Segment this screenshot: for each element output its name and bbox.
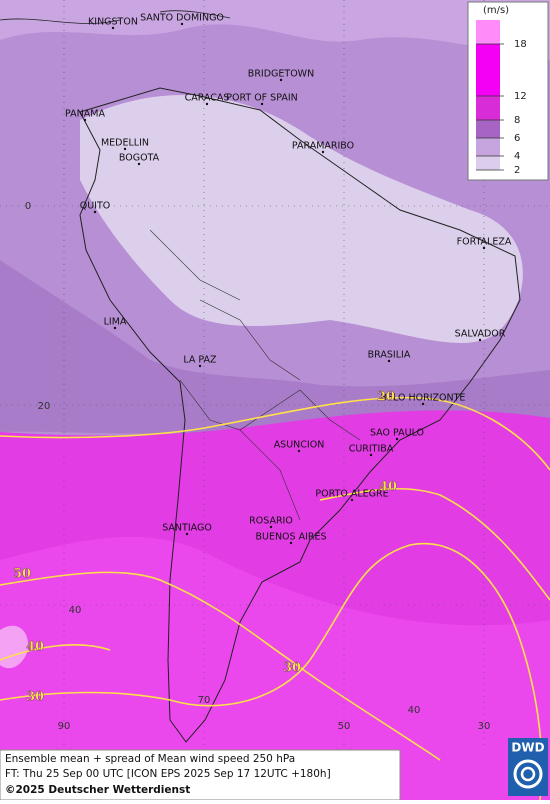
city-label: BOGOTA [119, 153, 160, 164]
field-band [0, 0, 550, 60]
islands [0, 10, 231, 24]
coastline [79, 87, 521, 743]
city-dot [279, 78, 283, 82]
legend-swatch [476, 138, 500, 156]
city-label: BELO HORIZONTE [381, 393, 466, 404]
field-band [0, 260, 550, 434]
city-dot [83, 118, 87, 122]
legend-unit: (m/s) [483, 5, 509, 16]
city-dot [395, 437, 399, 441]
contour-label: 20 [377, 390, 395, 405]
logo-swirl [513, 759, 543, 789]
legend-tick-label: 12 [514, 91, 527, 102]
city-label: BRASILIA [368, 350, 411, 361]
city-dot [350, 498, 354, 502]
legend-tick-label: 18 [514, 39, 527, 50]
city-dot [387, 359, 391, 363]
city-dot [321, 150, 325, 154]
city-label: LIMA [104, 317, 127, 328]
city-dot [260, 102, 264, 106]
legend-swatch [476, 96, 500, 120]
city-dot [185, 532, 189, 536]
city-dot [111, 26, 115, 30]
city-label: PORTO ALEGRE [315, 489, 388, 500]
city-label: SANTIAGO [162, 523, 212, 534]
city-dot [482, 246, 486, 250]
city-label: SAO PAULO [370, 428, 424, 439]
grid-label: 50 [338, 721, 351, 732]
field-high-speed [0, 536, 550, 800]
city-dot [297, 449, 301, 453]
grid-label: 70 [198, 695, 211, 706]
city-label: SANTO DOMINGO [140, 13, 224, 24]
city-dot [289, 541, 293, 545]
field-light-area [80, 95, 523, 343]
footer-box [0, 749, 401, 801]
city-dot [137, 162, 141, 166]
footer-copyright: ©2025 Deutscher Wetterdienst [5, 784, 190, 796]
legend-swatch [476, 156, 500, 170]
city-label: PARAMARIBO [292, 141, 354, 152]
logo-swirl [520, 766, 536, 782]
city-label: ASUNCION [274, 440, 325, 451]
city-dot [205, 102, 209, 106]
legend-tick-label: 6 [514, 133, 520, 144]
city-label: CARACAS [185, 93, 230, 104]
city-label: PANAMA [65, 109, 105, 120]
city-label: CURITIBA [349, 444, 394, 455]
city-label: PORT OF SPAIN [226, 93, 297, 104]
city-dot [369, 453, 373, 457]
city-dot [123, 147, 127, 151]
logo-text: DWD [511, 741, 544, 755]
borders [149, 229, 361, 521]
legend-swatch [476, 20, 500, 44]
city-label: LA PAZ [183, 355, 217, 366]
legend-tick-label: 8 [514, 115, 520, 126]
legend: (m/s) [467, 1, 549, 181]
city-dot [421, 402, 425, 406]
grid-label: 20 [38, 401, 51, 412]
city-label: MEDELLIN [101, 138, 149, 149]
grid-label: 30 [478, 721, 491, 732]
city-dot [269, 525, 273, 529]
legend-swatch [476, 120, 500, 138]
footer-forecast: FT: Thu 25 Sep 00 UTC [ICON EPS 2025 Sep… [5, 768, 331, 780]
contours [0, 396, 550, 801]
grid-label: 40 [69, 605, 82, 616]
grid-label: 40 [408, 705, 421, 716]
city-label: ROSARIO [249, 516, 293, 527]
city-dot [180, 22, 184, 26]
city-label: BRIDGETOWN [248, 69, 314, 80]
contour-label: 40 [379, 480, 397, 495]
legend-tick-label: 2 [514, 165, 520, 176]
footer-title: Ensemble mean + spread of Mean wind spee… [5, 753, 295, 765]
legend-swatch [476, 44, 500, 96]
city-dot [198, 364, 202, 368]
contour-label: 40 [26, 640, 44, 655]
city-label: QUITO [80, 201, 111, 212]
legend-tick-label: 4 [514, 151, 520, 162]
grid-label: 0 [25, 201, 31, 212]
city-dot [93, 210, 97, 214]
grid-label: 90 [58, 721, 71, 732]
city-label: SALVADOR [455, 329, 506, 340]
city-label: BUENOS AIRES [255, 532, 326, 543]
contour-label: 50 [13, 567, 31, 582]
city-label: FORTALEZA [457, 237, 512, 248]
city-label: KINGSTON [88, 17, 138, 28]
city-dot [478, 338, 482, 342]
contour-label: 30 [26, 690, 44, 705]
city-dot [113, 326, 117, 330]
contour-label: 30 [283, 661, 301, 676]
